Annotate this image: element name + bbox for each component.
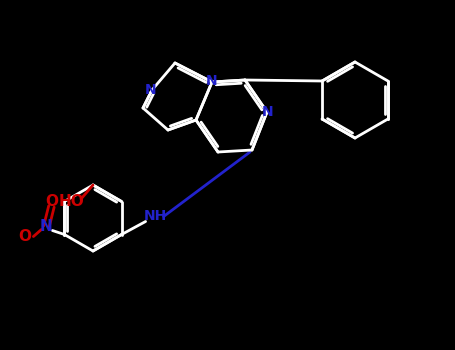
Text: N: N xyxy=(262,105,274,119)
Text: N: N xyxy=(40,219,53,234)
Text: O: O xyxy=(18,229,31,244)
Text: HO: HO xyxy=(58,194,84,209)
Text: N: N xyxy=(206,74,218,88)
Text: NH: NH xyxy=(144,210,167,224)
Text: O: O xyxy=(45,194,58,209)
Text: N: N xyxy=(145,83,157,97)
